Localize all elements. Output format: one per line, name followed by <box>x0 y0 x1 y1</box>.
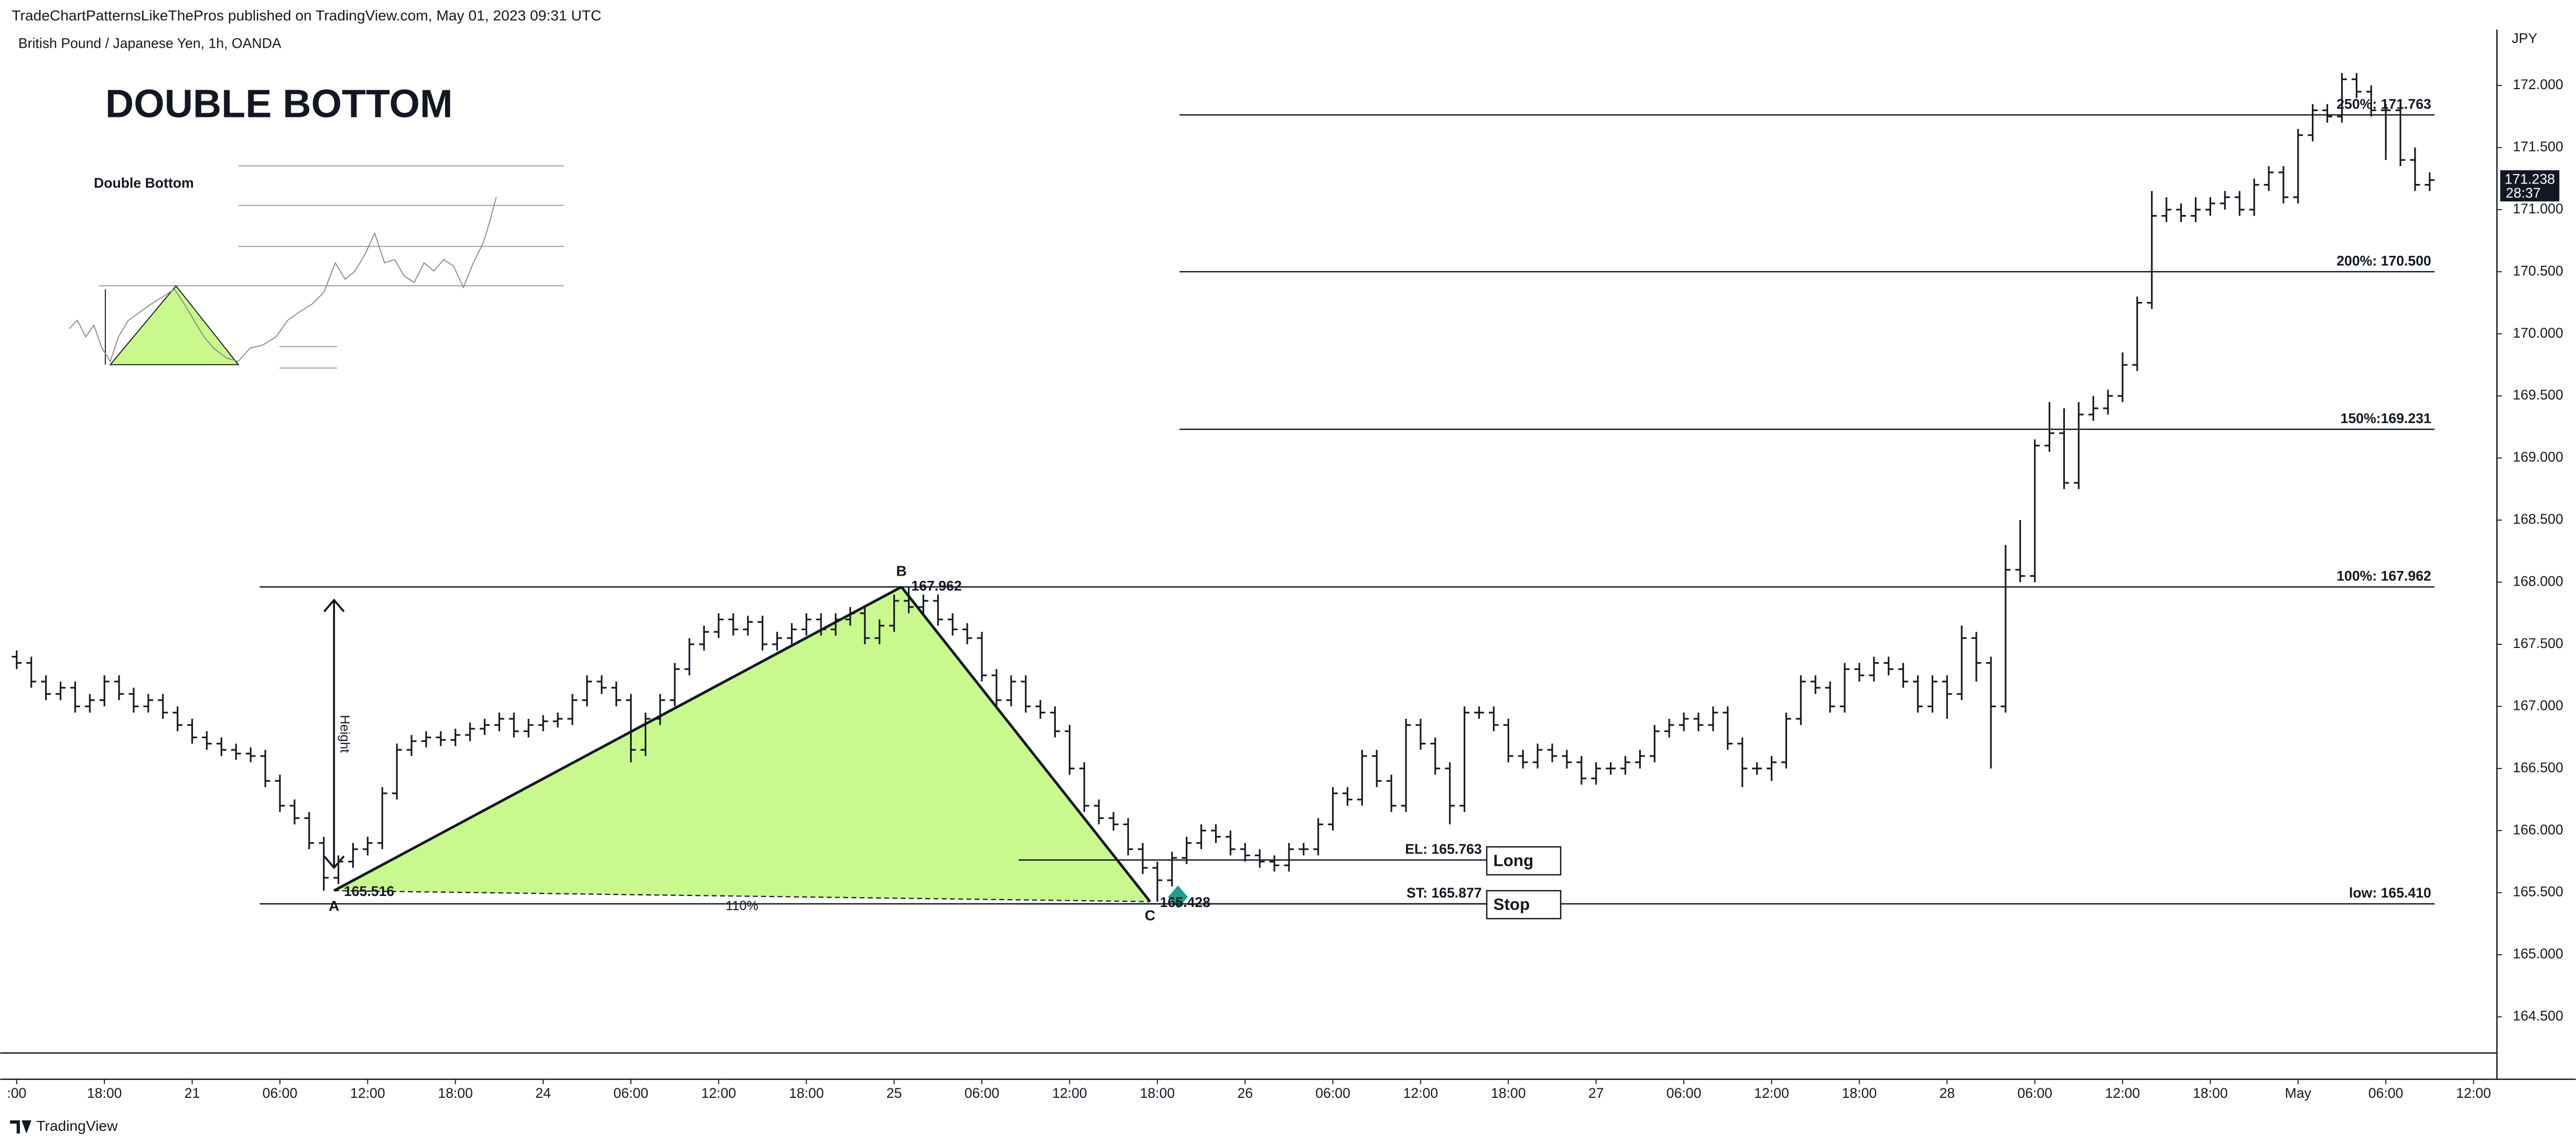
order-box <box>1486 846 1562 876</box>
y-tick-label: 172.000 <box>2513 77 2563 92</box>
y-tick-label: 171.500 <box>2513 138 2563 154</box>
point-letter: A <box>329 898 339 914</box>
x-tick-label: 26 <box>1237 1085 1253 1101</box>
inset-price <box>69 197 497 363</box>
y-tick-label: 169.000 <box>2513 449 2563 465</box>
x-tick-label: 24 <box>535 1085 551 1101</box>
order-label: ST: 165.877 <box>1406 885 1482 901</box>
y-tick-label: 171.000 <box>2513 201 2563 217</box>
x-tick-label: 06:00 <box>965 1085 1000 1101</box>
brand: TradingView <box>36 1117 118 1134</box>
level-label: 150%:169.231 <box>2341 411 2431 426</box>
chart-title: DOUBLE BOTTOM <box>105 82 453 126</box>
y-tick-label: 170.000 <box>2513 325 2563 341</box>
x-tick-label: 18:00 <box>438 1085 473 1101</box>
level-label: 100%: 167.962 <box>2336 568 2431 584</box>
y-tick-label: 168.000 <box>2513 574 2563 589</box>
x-tick-label: 18:00 <box>789 1085 824 1101</box>
x-tick-label: 18:00 <box>1140 1085 1175 1101</box>
currency-label: JPY <box>2512 30 2537 46</box>
y-tick-label: 167.500 <box>2513 635 2563 651</box>
y-tick-label: 168.500 <box>2513 511 2563 527</box>
order-tag: Long <box>1493 851 1534 870</box>
x-tick-label: May <box>2285 1085 2312 1101</box>
x-tick-label: 21 <box>185 1085 200 1101</box>
level-label: low: 165.410 <box>2349 885 2431 901</box>
point-letter: C <box>1145 906 1155 923</box>
pattern-leg <box>900 586 1151 903</box>
point-value: 165.428 <box>1160 894 1210 910</box>
last-price: 171.238 <box>2505 171 2555 187</box>
level-label: 250%: 171.763 <box>2336 96 2431 112</box>
pattern-leg <box>333 586 902 892</box>
order-tag: Stop <box>1493 895 1530 913</box>
arrow-head <box>323 855 345 869</box>
x-tick-label: 25 <box>886 1085 902 1101</box>
pattern-base <box>334 890 1150 902</box>
order-label: EL: 165.763 <box>1405 841 1482 857</box>
x-tick-label: 18:00 <box>1491 1085 1526 1101</box>
inset-triangle <box>109 285 240 365</box>
x-tick-label: 12:00 <box>350 1085 385 1101</box>
x-tick-label: 12:00 <box>2105 1085 2140 1101</box>
y-tick-label: 165.500 <box>2513 884 2563 900</box>
x-tick-label: 12:00 <box>1754 1085 1789 1101</box>
point-value: 167.962 <box>911 578 961 594</box>
height-label: Height <box>337 715 352 753</box>
ratio-label: 110% <box>726 899 758 913</box>
inset-illustration: Double Bottom <box>69 165 564 369</box>
x-tick-label: 06:00 <box>1666 1085 1702 1101</box>
arrow-head <box>323 598 345 612</box>
y-tick-label: 170.500 <box>2513 263 2563 278</box>
x-tick-label: 06:00 <box>263 1085 298 1101</box>
x-tick-label: 12:00 <box>1052 1085 1087 1101</box>
pattern-area <box>334 587 1150 902</box>
x-tick-label: 27 <box>1588 1085 1604 1101</box>
inset-title: Double Bottom <box>94 175 194 191</box>
x-tick-label: 18:00 <box>1842 1085 1877 1101</box>
publish-note: TradeChartPatternsLikeThePros published … <box>12 7 601 24</box>
x-tick-label: 06:00 <box>2017 1085 2052 1101</box>
last-price-box <box>2500 170 2560 202</box>
x-tick-label: 06:00 <box>2368 1085 2404 1101</box>
point-letter: B <box>896 563 906 579</box>
x-tick-label: 12:00 <box>1403 1085 1438 1101</box>
x-tick-label: 28 <box>1939 1085 1955 1101</box>
y-tick-label: 166.000 <box>2513 822 2563 837</box>
point-value: 165.516 <box>344 883 394 899</box>
x-tick-label: 12:00 <box>701 1085 737 1101</box>
y-tick-label: 165.000 <box>2513 946 2563 962</box>
symbol-info: British Pound / Japanese Yen, 1h, OANDA <box>18 36 282 51</box>
x-tick-label: 06:00 <box>613 1085 648 1101</box>
y-tick-label: 166.500 <box>2513 760 2563 775</box>
x-tick-label: 06:00 <box>1315 1085 1350 1101</box>
level-label: 200%: 170.500 <box>2336 253 2431 269</box>
y-tick-label: 164.500 <box>2513 1008 2563 1024</box>
x-tick-label: 18:00 <box>2193 1085 2228 1101</box>
countdown: 28:37 <box>2506 185 2541 201</box>
x-tick-label: 12:00 <box>2456 1085 2491 1101</box>
x-tick-label: :00 <box>7 1085 26 1101</box>
y-tick-label: 169.500 <box>2513 387 2563 403</box>
marker-diamond <box>1168 885 1188 909</box>
y-tick-label: 167.000 <box>2513 697 2563 713</box>
brand-logo <box>10 1120 31 1134</box>
order-box <box>1486 890 1562 920</box>
x-tick-label: 18:00 <box>87 1085 122 1101</box>
